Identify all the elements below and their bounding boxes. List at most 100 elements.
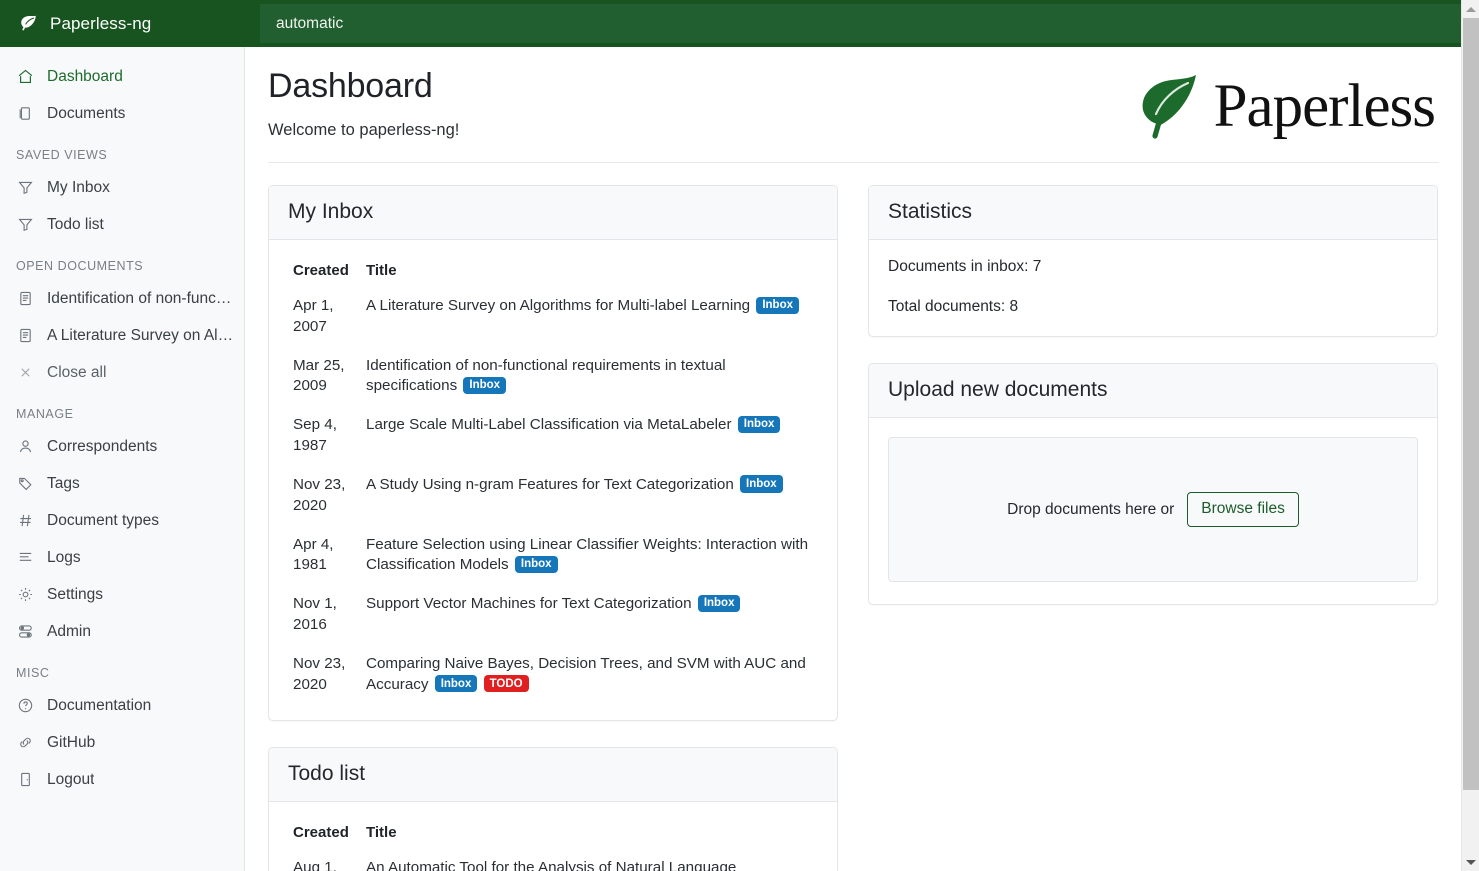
sidebar-section-manage: MANAGE	[16, 407, 74, 421]
browse-files-button[interactable]: Browse files	[1187, 492, 1299, 527]
cell-title: A Literature Survey on Algorithms for Mu…	[361, 292, 818, 352]
tag-badge[interactable]: Inbox	[740, 475, 783, 493]
sidebar-item-github[interactable]: GitHub	[0, 724, 244, 761]
table-row[interactable]: Nov 23, 2020 Comparing Naive Bayes, Decis…	[288, 650, 818, 698]
sidebar-item-correspondents[interactable]: Correspondents	[0, 428, 244, 465]
table-row[interactable]: Mar 25, 2009 Identification of non-functi…	[288, 352, 818, 412]
documents-icon	[16, 105, 34, 123]
page-scrollbar[interactable]	[1461, 0, 1479, 871]
logo-wordmark: Paperless	[1213, 72, 1436, 140]
document-title-link[interactable]: Support Vector Machines for Text Categor…	[366, 595, 696, 613]
sidebar-item-label: Logs	[47, 548, 81, 566]
my-inbox-card: My Inbox Created Title Apr 1, 2007 A Lite…	[268, 185, 838, 721]
gear-icon	[16, 586, 34, 604]
top-navbar: Paperless-ng automatic	[0, 0, 1461, 47]
tag-badge[interactable]: Inbox	[463, 376, 507, 395]
sidebar-item-tags[interactable]: Tags	[0, 465, 244, 502]
left-column: My Inbox Created Title Apr 1, 2007 A Lite…	[268, 185, 838, 871]
close-icon	[16, 364, 34, 382]
sidebar-item-logs[interactable]: Logs	[0, 539, 244, 576]
sidebar-item-documents[interactable]: Documents	[0, 95, 244, 132]
paperless-logo: Paperless	[1136, 69, 1436, 143]
file-dropzone[interactable]: Drop documents here or Browse files	[888, 437, 1418, 582]
sidebar-item-label: GitHub	[47, 733, 96, 751]
table-row[interactable]: Apr 1, 2007 A Literature Survey on Algori…	[288, 292, 818, 352]
sidebar-item-dashboard[interactable]: Dashboard	[0, 58, 244, 95]
sidebar-item-label: Dashboard	[47, 67, 123, 85]
dropzone-label: Drop documents here or	[1007, 500, 1175, 518]
tags-icon	[16, 475, 34, 493]
sidebar-item-settings[interactable]: Settings	[0, 576, 244, 613]
table-row[interactable]: Nov 1, 2016 Support Vector Machines for T…	[288, 590, 818, 650]
cell-title: Identification of non-functional require…	[361, 352, 818, 412]
sidebar-item-label: Document types	[47, 511, 159, 529]
sidebar: Dashboard Documents SAVED VIEWS My Inbox	[0, 47, 245, 871]
card-body: Documents in inbox: 7 Total documents: 8	[869, 240, 1437, 336]
card-body: Created Title Apr 1, 2007 A Literature Su…	[269, 240, 837, 720]
door-icon	[16, 771, 34, 789]
sidebar-item-label: A Literature Survey on Algori...	[47, 326, 234, 344]
caret-down-icon[interactable]	[1462, 853, 1479, 871]
tag-badge[interactable]: Inbox	[756, 296, 799, 314]
table-header-row: Created Title	[288, 821, 818, 854]
tag-badge[interactable]: TODO	[483, 675, 529, 693]
table-row[interactable]: Aug 1, 1996 An Automatic Tool for the Ana…	[288, 854, 818, 871]
document-title-link[interactable]: Feature Selection using Linear Classifie…	[366, 535, 809, 574]
document-title-link[interactable]: Large Scale Multi-Label Classification v…	[366, 416, 736, 434]
todo-list-card: Todo list Created Title Aug 1, 1996 An Au…	[268, 746, 838, 871]
hash-icon	[16, 512, 34, 530]
cell-created: Apr 1, 2007	[293, 297, 334, 335]
sidebar-item-label: Documentation	[47, 696, 152, 714]
scrollbar-thumb[interactable]	[1463, 18, 1479, 790]
page-title: Dashboard	[268, 67, 433, 105]
todo-table: Created Title Aug 1, 1996 An Automatic To…	[288, 821, 818, 871]
sidebar-item-document-types[interactable]: Document types	[0, 502, 244, 539]
sidebar-item-my-inbox[interactable]: My Inbox	[0, 169, 244, 206]
column-header-title: Title	[366, 823, 397, 841]
tag-badge[interactable]: Inbox	[514, 555, 558, 574]
cell-created: Nov 23, 2020	[293, 654, 346, 693]
sidebar-item-label: Close all	[47, 363, 107, 381]
cell-title: Support Vector Machines for Text Categor…	[361, 590, 818, 650]
table-body: Apr 1, 2007 A Literature Survey on Algori…	[288, 292, 818, 698]
sidebar-item-open-doc-2[interactable]: A Literature Survey on Algori...	[0, 317, 244, 354]
sidebar-item-label: Correspondents	[47, 437, 158, 455]
table-row[interactable]: Sep 4, 1987 Large Scale Multi-Label Class…	[288, 411, 818, 471]
card-title: Statistics	[869, 186, 1437, 240]
navbar-tab-automatic[interactable]: automatic	[260, 4, 1461, 43]
cell-title: Feature Selection using Linear Classifie…	[361, 531, 818, 591]
sidebar-item-admin[interactable]: Admin	[0, 613, 244, 650]
document-title-link[interactable]: Identification of non-functional require…	[366, 356, 726, 395]
table-head: Created Title	[288, 821, 818, 854]
table-row[interactable]: Nov 23, 2020 A Study Using n-gram Feature…	[288, 471, 818, 531]
tag-badge[interactable]: Inbox	[697, 594, 741, 612]
card-title: Upload new documents	[869, 364, 1437, 418]
link-icon	[16, 734, 34, 752]
tag-badge[interactable]: Inbox	[737, 415, 781, 433]
sidebar-item-documentation[interactable]: Documentation	[0, 687, 244, 724]
sidebar-section-saved-views: SAVED VIEWS	[16, 148, 108, 162]
navbar-brand[interactable]: Paperless-ng	[0, 0, 245, 47]
document-title-link[interactable]: A Study Using n-gram Features for Text C…	[366, 475, 738, 493]
sidebar-item-close-all[interactable]: Close all	[0, 354, 244, 391]
caret-up-icon[interactable]	[1462, 0, 1479, 18]
table-row[interactable]: Apr 4, 1981 Feature Selection using Linea…	[288, 531, 818, 591]
tag-badge[interactable]: Inbox	[434, 675, 478, 693]
cell-created: Mar 25, 2009	[293, 356, 345, 395]
statistics-card: Statistics Documents in inbox: 7 Total d…	[868, 185, 1438, 337]
sidebar-section-misc: MISC	[16, 666, 50, 680]
file-text-icon	[16, 327, 34, 345]
card-title: Todo list	[269, 747, 837, 802]
file-text-icon	[16, 290, 34, 308]
document-title-link[interactable]: A Literature Survey on Algorithms for Mu…	[366, 297, 755, 314]
sidebar-item-open-doc-1[interactable]: Identification of non-functio...	[0, 280, 244, 317]
person-icon	[16, 438, 34, 456]
sidebar-item-label: Tags	[47, 474, 80, 492]
document-title-link[interactable]: Comparing Naive Bayes, Decision Trees, a…	[366, 654, 806, 693]
leaf-icon	[1136, 69, 1208, 143]
sidebar-item-logout[interactable]: Logout	[0, 761, 244, 798]
sidebar-item-todo-list[interactable]: Todo list	[0, 206, 244, 243]
document-title-link[interactable]: An Automatic Tool for the Analysis of Na…	[366, 858, 737, 871]
cell-title: A Study Using n-gram Features for Text C…	[361, 471, 818, 531]
